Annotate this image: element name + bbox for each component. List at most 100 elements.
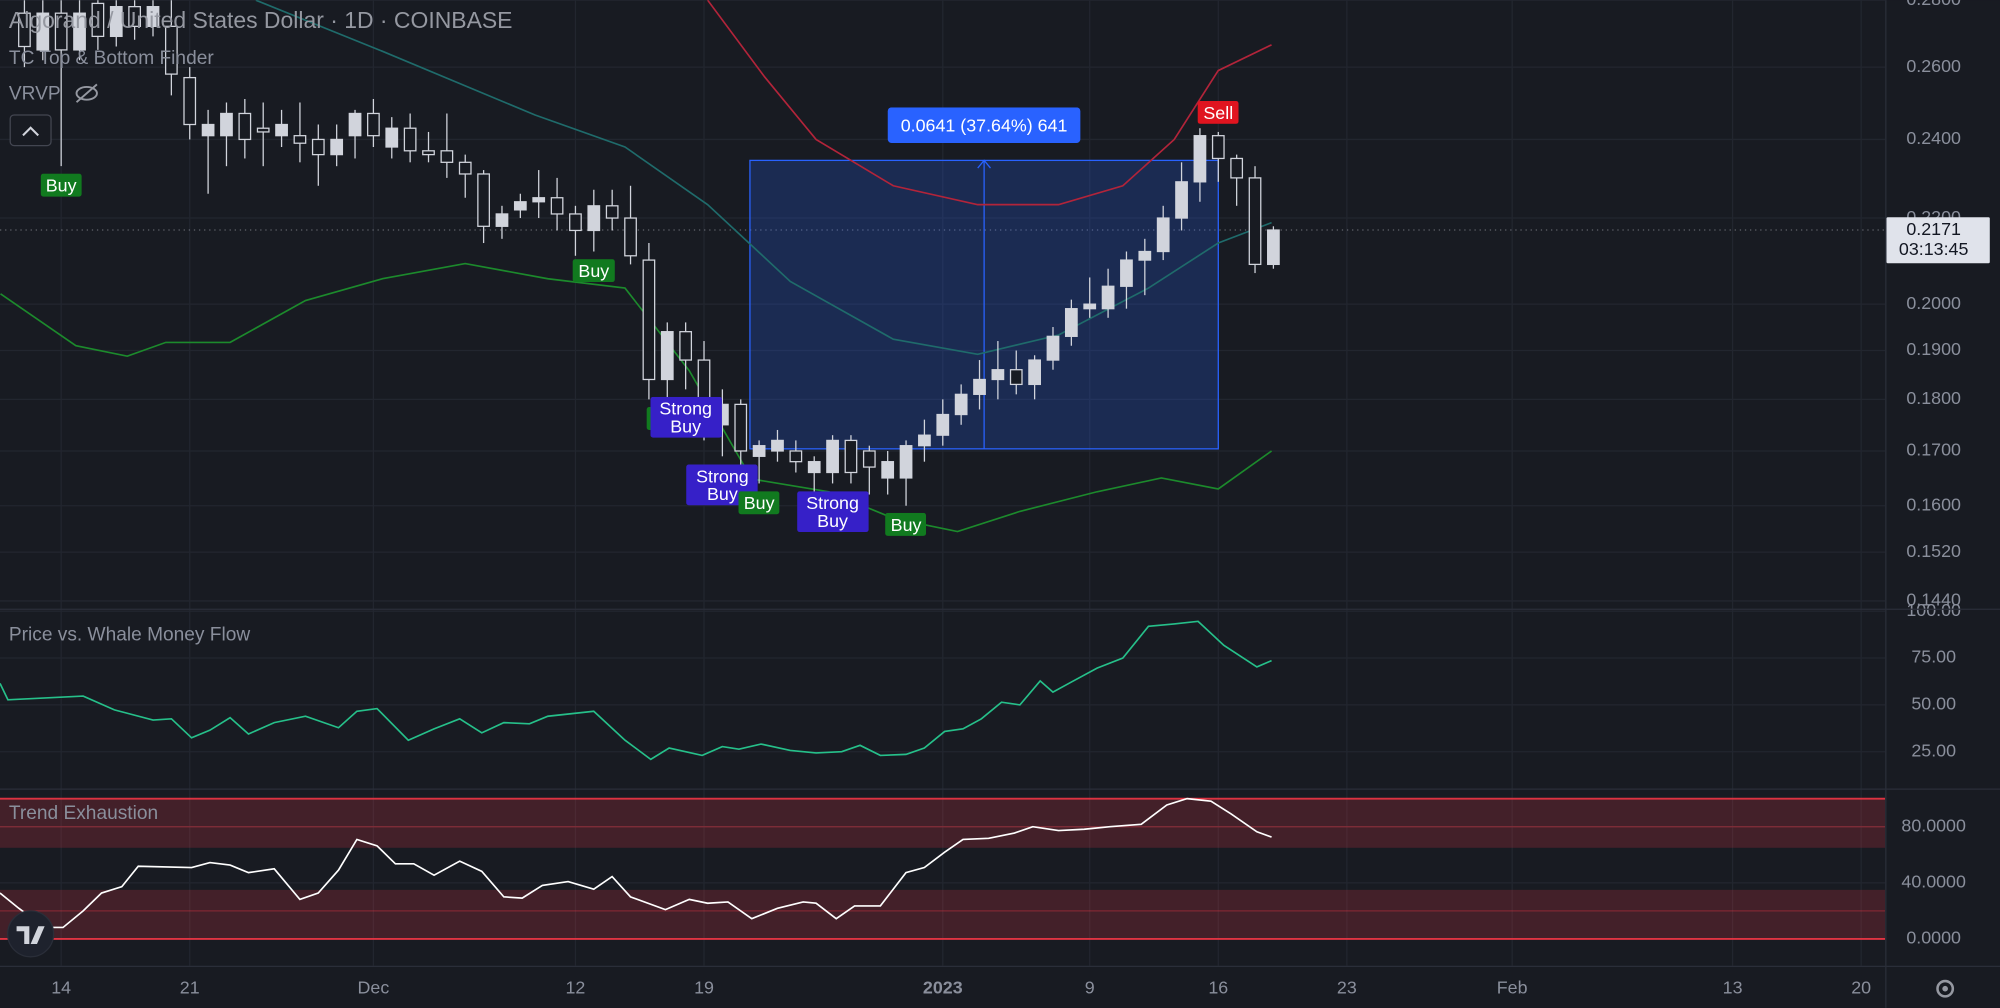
signal-wrap: Buy — [10, 173, 112, 225]
signal-text: Buy — [573, 259, 615, 283]
signal-label: Buy — [543, 259, 645, 310]
candle-body — [1211, 135, 1225, 160]
candle-body — [1175, 181, 1188, 219]
candle-body — [752, 445, 766, 457]
price-badge — [1886, 217, 1990, 264]
x-tick-label: 9 — [1085, 977, 1095, 997]
y-tick-label: 0.1440 — [1906, 590, 1961, 610]
candle-body — [73, 12, 86, 51]
whale-pane — [0, 620, 1272, 761]
candle-body — [403, 127, 417, 152]
signal-label: Buy — [708, 491, 810, 542]
x-tick-label: 23 — [1337, 977, 1357, 997]
y-tick-label: 0.2600 — [1906, 56, 1961, 76]
y-tick-label: 0.1700 — [1906, 440, 1961, 460]
candle-body — [954, 393, 968, 416]
band-line — [706, 0, 1272, 206]
x-tick-label: 13 — [1723, 977, 1743, 997]
x-tick-label: Feb — [1497, 977, 1528, 997]
y-tick-label: 0.1800 — [1906, 388, 1961, 408]
candle-body — [238, 112, 252, 141]
signal-wrap: Sell — [1167, 73, 1269, 125]
measure-label: 0.0641 (37.64%) 641 — [887, 106, 1081, 143]
x-tick-label: 12 — [566, 977, 586, 997]
zone — [0, 889, 1886, 939]
candle-body — [1120, 259, 1133, 287]
y-tick-label: 75.00 — [1911, 647, 1956, 667]
candle-body — [918, 434, 931, 447]
candle-body — [348, 112, 362, 137]
y-tick-label: 50.00 — [1911, 694, 1956, 714]
candle-body — [844, 439, 858, 474]
series-line — [0, 620, 1272, 761]
candle-body — [862, 450, 876, 468]
candle-body — [1046, 335, 1060, 361]
band-line — [0, 262, 1273, 533]
measure-text: 0.0641 (37.64%) 641 — [887, 106, 1081, 143]
candle-body — [789, 450, 803, 463]
tradingview-logo[interactable] — [7, 910, 55, 958]
pane-title: Trend Exhaustion — [9, 803, 158, 824]
measure-arrow-head — [977, 159, 991, 169]
candle-body — [146, 6, 160, 27]
y-tick-label: 80.0000 — [1901, 815, 1966, 835]
signal-label: Sell — [1167, 73, 1269, 125]
x-tick-label: 16 — [1208, 977, 1228, 997]
signal-wrap: Strong Buy — [782, 491, 884, 542]
axes: 0.28000.26000.24000.22000.20000.19000.18… — [51, 0, 1990, 997]
candle-body — [1083, 303, 1097, 310]
signal-wrap: Buy — [543, 259, 645, 310]
signal-label: Strong Buy — [686, 463, 759, 505]
candle-body — [1028, 359, 1041, 386]
candle-body — [422, 150, 435, 156]
candle-body — [679, 331, 693, 361]
candle-body — [807, 461, 821, 474]
signal-label: Strong Buy — [649, 396, 722, 438]
candle-body — [605, 205, 619, 219]
signal-wrap: Buy — [708, 491, 810, 542]
x-tick-label: 19 — [694, 977, 714, 997]
candle-body — [54, 12, 68, 51]
y-tick-label: 0.2400 — [1906, 128, 1961, 148]
symbol-title: Algorand / United States Dollar · 1D · C… — [9, 7, 513, 33]
candle-body — [1248, 177, 1262, 266]
settings-icon[interactable] — [1936, 979, 1955, 998]
series-line — [0, 797, 1272, 929]
indicator-name[interactable]: TC Top & Bottom Finder — [9, 48, 214, 69]
y-tick-label: 0.1900 — [1906, 339, 1961, 359]
candle-body — [642, 259, 656, 381]
candle-body — [385, 127, 399, 148]
candle-body — [532, 197, 546, 203]
signal-text: Buy — [885, 513, 927, 537]
candle-body — [256, 127, 270, 133]
signal-label: Buy — [855, 513, 957, 564]
candle-body — [991, 369, 1005, 381]
band-line — [255, 0, 1272, 356]
candle-body — [1193, 135, 1207, 183]
candle-body — [128, 6, 142, 27]
candle-body — [330, 138, 344, 156]
candle-body — [660, 331, 674, 381]
y-tick-label: 0.1600 — [1906, 494, 1961, 514]
hide-icon[interactable] — [75, 83, 98, 103]
candle-body — [109, 6, 123, 38]
candle-body — [440, 150, 454, 163]
candle-body — [311, 138, 325, 156]
candle-body — [624, 217, 637, 257]
candle-body — [771, 439, 784, 452]
signal-text: Strong Buy — [686, 463, 759, 505]
y-tick-label: 25.00 — [1911, 740, 1956, 760]
candle-body — [1230, 157, 1244, 179]
collapse-button[interactable] — [9, 114, 52, 147]
candle-body — [164, 25, 178, 75]
signal-wrap: Buy — [855, 513, 957, 564]
candle-body — [899, 445, 913, 479]
indicator-name[interactable]: VRVP — [9, 84, 61, 105]
candle-body — [513, 201, 527, 211]
candle-body — [1267, 229, 1280, 266]
x-tick-label: 21 — [180, 977, 200, 997]
candle-body — [734, 403, 748, 452]
candle-body — [826, 439, 839, 474]
